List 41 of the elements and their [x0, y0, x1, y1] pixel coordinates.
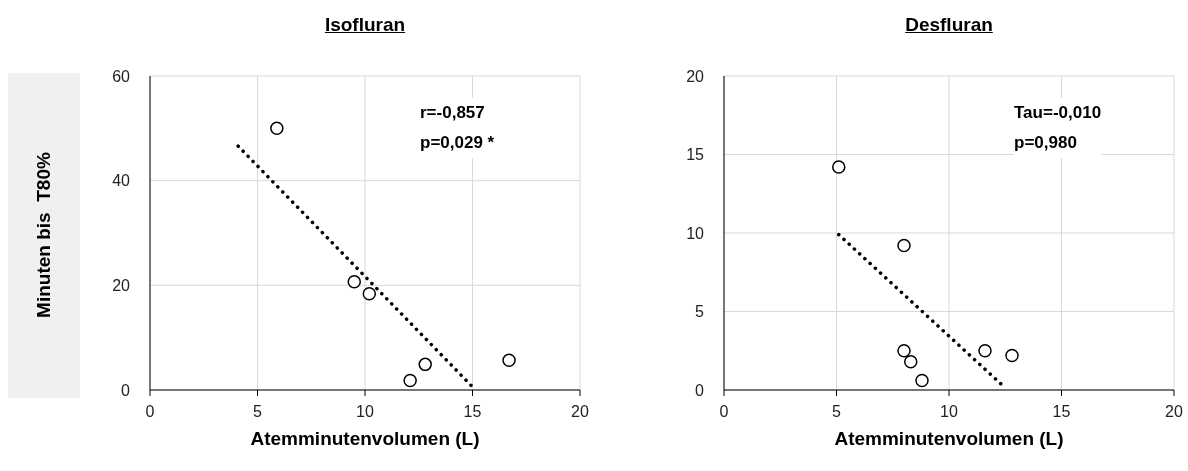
y-tick-label: 40: [112, 172, 131, 190]
x-tick-label: 10: [356, 403, 374, 421]
point: [904, 354, 918, 369]
y-tick-label: 60: [112, 67, 131, 85]
point: [362, 286, 377, 301]
x-axis-title: Atemminutenvolumen (L): [249, 428, 481, 450]
y-tick-label: 20: [112, 277, 131, 295]
x-tick-label: 20: [1165, 403, 1183, 421]
point: [418, 357, 432, 372]
y-tick-label: 10: [686, 224, 705, 242]
x-tick-label: 5: [832, 403, 842, 421]
annotation: p=0,029 *: [420, 132, 495, 154]
point: [270, 121, 284, 136]
x-tick-label: 15: [463, 403, 482, 421]
y-tick-label: 20: [686, 67, 705, 85]
annotation: r=-0,857: [420, 102, 486, 124]
chart-title: Isofluran: [323, 14, 407, 36]
point: [978, 344, 992, 358]
x-tick-label: 0: [145, 403, 155, 421]
annotation: p=0,980: [1014, 132, 1078, 154]
y-axis-title: Minuten bis T80%: [33, 152, 55, 318]
point: [403, 373, 417, 388]
y-tick-label: 15: [686, 146, 705, 164]
point: [915, 373, 929, 388]
y-tick-label: 0: [695, 381, 705, 399]
y-tick-label: 5: [695, 303, 705, 321]
x-tick-label: 10: [940, 403, 958, 421]
x-axis-title: Atemminutenvolumen (L): [833, 428, 1065, 450]
point: [1005, 348, 1019, 363]
chart-title: Desfluran: [904, 14, 994, 36]
x-tick-label: 20: [571, 403, 589, 421]
point: [347, 274, 361, 289]
x-tick-label: 0: [719, 403, 729, 421]
annotation: Tau=-0,010: [1014, 102, 1102, 124]
point: [832, 160, 846, 174]
x-tick-label: 5: [253, 403, 263, 421]
point: [897, 238, 911, 253]
x-tick-label: 15: [1052, 403, 1071, 421]
point: [502, 353, 516, 367]
y-tick-label: 0: [121, 381, 131, 399]
point: [897, 344, 911, 358]
